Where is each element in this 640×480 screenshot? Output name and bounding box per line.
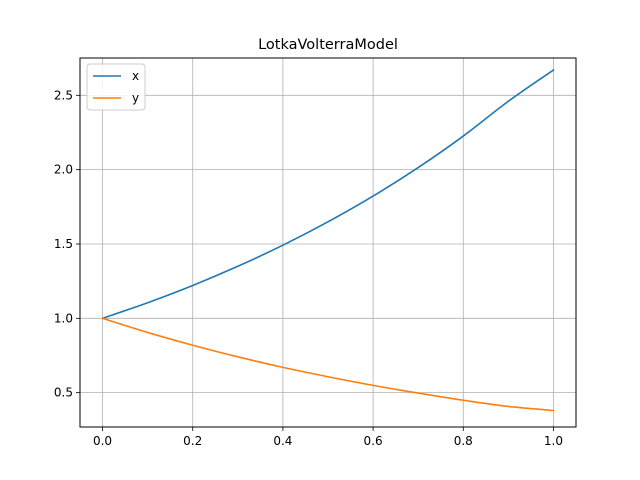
x-tick-label: 1.0 <box>544 434 563 448</box>
y-tick-label: 2.0 <box>54 163 73 177</box>
y-tick-label: 2.5 <box>54 88 73 102</box>
legend-label-x: x <box>132 69 139 83</box>
plot-frame <box>79 57 577 428</box>
grid-lines <box>80 58 576 427</box>
legend-entries: xy <box>93 69 139 105</box>
y-tick-label: 0.5 <box>54 386 73 400</box>
y-tick-label: 1.5 <box>54 237 73 251</box>
x-tick-label: 0.4 <box>273 434 292 448</box>
y-tick-label: 1.0 <box>54 311 73 325</box>
x-tick-label: 0.6 <box>364 434 383 448</box>
x-tick-label: 0.2 <box>183 434 202 448</box>
series-lines <box>101 68 555 412</box>
x-tick-label: 0.0 <box>93 434 112 448</box>
series-line-x <box>101 68 555 320</box>
legend-label-y: y <box>132 91 139 105</box>
series-line-y <box>101 317 555 412</box>
chart-title: LotkaVolterraModel <box>258 37 398 53</box>
axis-ticks: 0.0 0.2 0.4 0.6 0.8 1.0 0.5 1.0 1.5 2.0 2.5 <box>54 88 563 448</box>
x-tick-label: 0.8 <box>454 434 473 448</box>
legend: xy <box>86 63 146 111</box>
